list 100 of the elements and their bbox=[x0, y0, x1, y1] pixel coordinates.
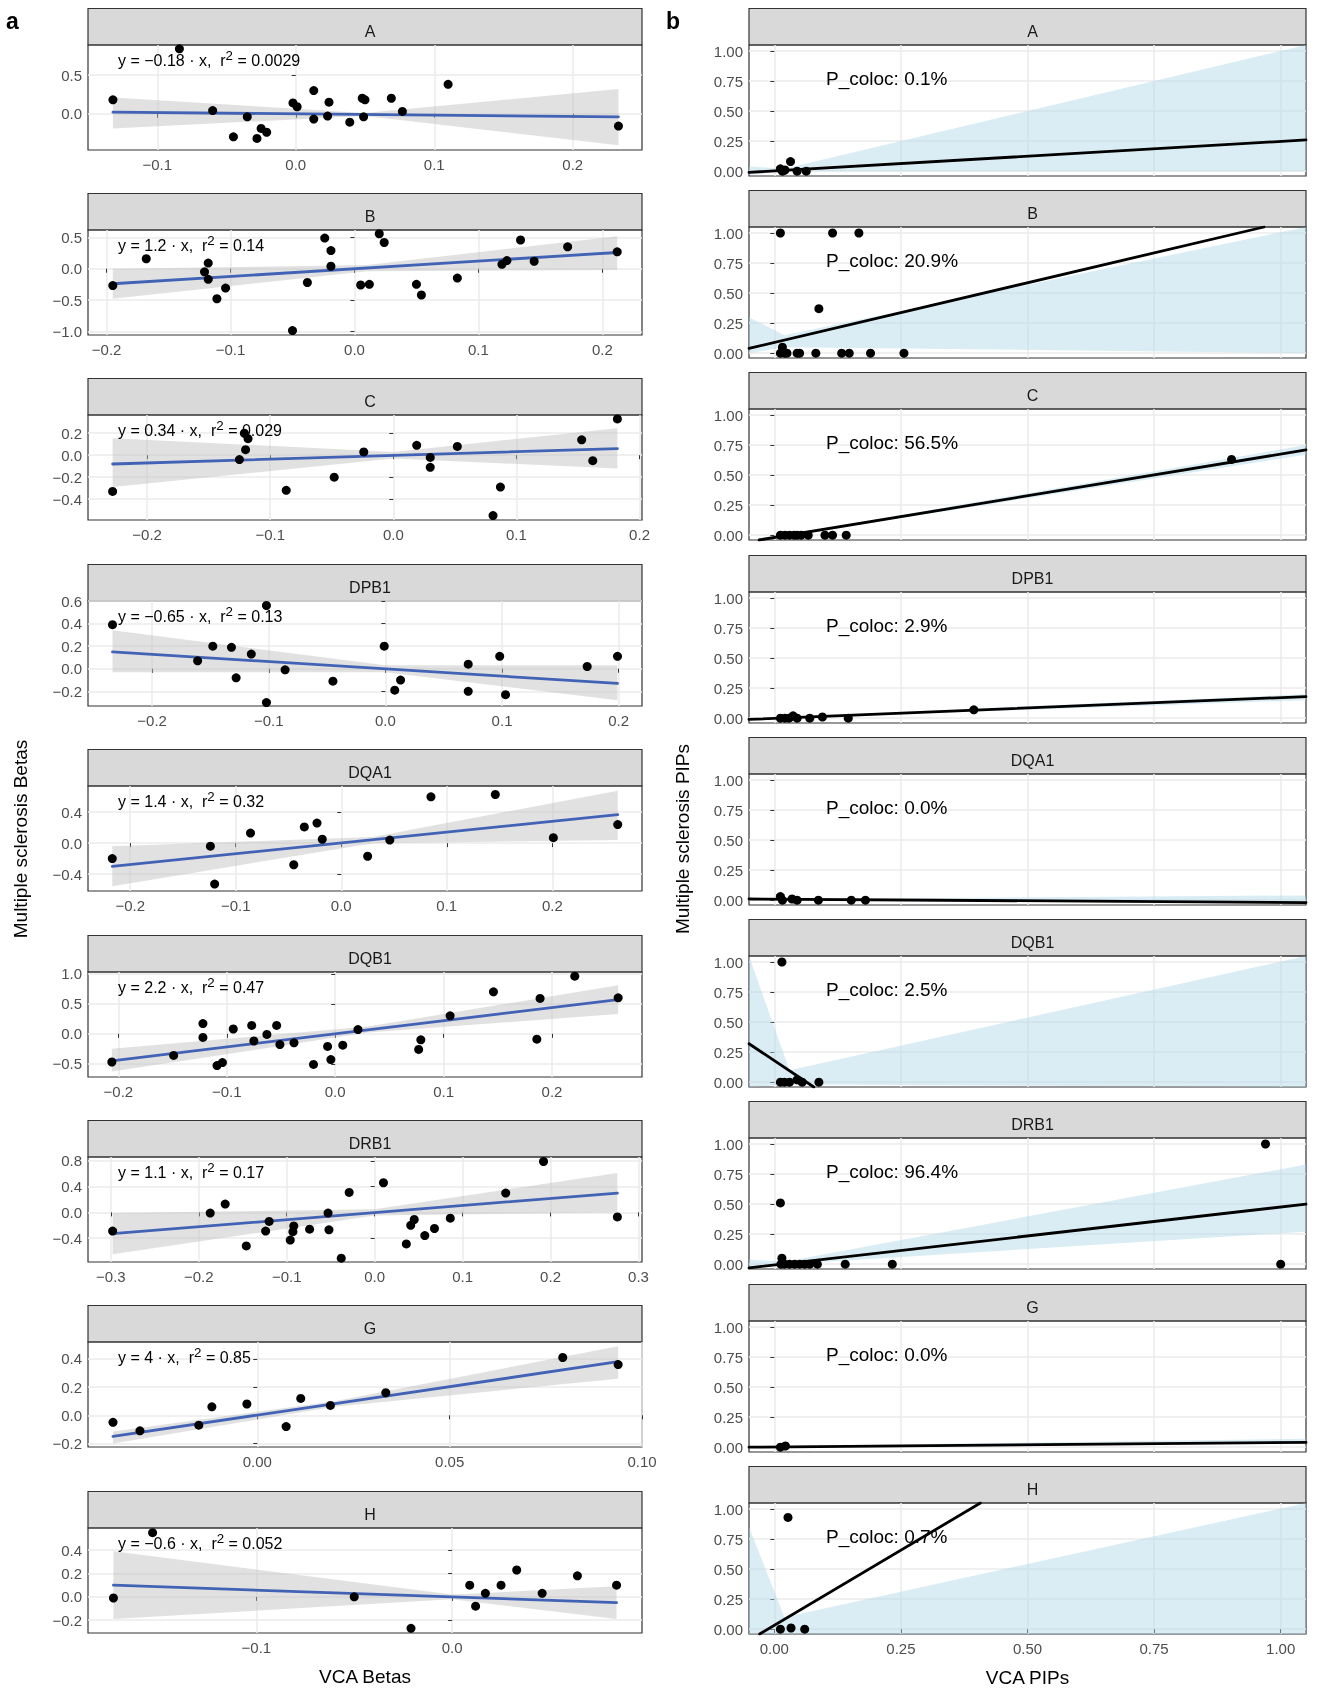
x-tick-label: 0.2 bbox=[562, 155, 584, 173]
x-tick-label: 0.2 bbox=[591, 341, 613, 358]
y-tick-label: 0.50 bbox=[713, 1195, 743, 1213]
y-tick-label: −0.2 bbox=[52, 469, 82, 487]
x-tick-label: −0.2 bbox=[132, 526, 162, 544]
y-tick-label: 0.00 bbox=[713, 1438, 743, 1456]
y-tick-label: 0.75 bbox=[713, 1530, 743, 1548]
chart-title: DQA1 bbox=[348, 763, 392, 781]
annotation: P_coloc: 96.4% bbox=[826, 1161, 959, 1183]
y-tick-label: 1.00 bbox=[713, 1500, 743, 1518]
x-tick-label: 0.2 bbox=[608, 711, 630, 729]
y-tick-label: −0.5 bbox=[52, 1054, 82, 1072]
annotation: P_coloc: 0.0% bbox=[826, 796, 948, 818]
y-tick-label: 0.50 bbox=[713, 1378, 743, 1396]
y-tick-label: 1.00 bbox=[713, 771, 743, 789]
x-tick-label: 0.10 bbox=[627, 1453, 657, 1471]
x-tick-label: 0.0 bbox=[364, 1268, 386, 1285]
y-tick-label: 1.00 bbox=[713, 953, 743, 971]
y-tick-label: 0.4 bbox=[61, 1350, 82, 1368]
chart-title: B bbox=[364, 207, 376, 225]
x-tick-label: 1.00 bbox=[1266, 1640, 1296, 1657]
y-tick-label: 0.50 bbox=[713, 102, 743, 120]
x-tick-label: 0.0 bbox=[324, 1082, 346, 1100]
y-tick-label: 0.0 bbox=[61, 260, 82, 278]
y-tick-label: 0.2 bbox=[61, 425, 82, 443]
chart-title: B bbox=[1027, 204, 1038, 222]
y-tick-label: −0.5 bbox=[52, 291, 82, 309]
y-tick-label: 0.75 bbox=[713, 1348, 743, 1366]
y-tick-label: 1.0 bbox=[61, 964, 82, 982]
x-tick-label: 0.1 bbox=[506, 526, 527, 544]
y-tick-label: −0.4 bbox=[52, 1229, 82, 1247]
chart-title: DPB1 bbox=[349, 578, 391, 596]
text: a bbox=[6, 7, 19, 34]
y-tick-label: 0.6 bbox=[61, 592, 82, 610]
y-tick-label: 0.75 bbox=[713, 1165, 743, 1183]
y-tick-label: 0.50 bbox=[713, 1013, 743, 1031]
y-axis-title: Multiple sclerosis Betas bbox=[9, 739, 31, 938]
y-tick-label: 0.0 bbox=[61, 834, 82, 852]
chart-title: A bbox=[364, 22, 376, 40]
x-tick-label: 0.1 bbox=[436, 897, 458, 915]
y-tick-label: 0.25 bbox=[713, 1226, 743, 1244]
chart-title: H bbox=[364, 1505, 376, 1523]
y-tick-label: 0.00 bbox=[713, 1620, 743, 1638]
x-tick-label: 0.2 bbox=[629, 526, 650, 544]
x-tick-label: −0.1 bbox=[215, 341, 246, 358]
x-tick-label: −0.1 bbox=[241, 1638, 272, 1656]
y-tick-label: −0.2 bbox=[52, 1611, 82, 1629]
chart-title: C bbox=[364, 392, 376, 410]
annotation: y = 4 · x, r$^{2}$ = 0.85 bbox=[118, 1345, 251, 1367]
x-tick-label: −0.1 bbox=[142, 155, 173, 173]
y-axis-title: Multiple sclerosis PIPs bbox=[671, 744, 693, 935]
y-tick-label: 0.0 bbox=[61, 660, 82, 678]
x-tick-label: 0.2 bbox=[541, 897, 563, 915]
y-tick-label: 0.0 bbox=[61, 447, 82, 465]
y-tick-label: 1.00 bbox=[713, 1318, 743, 1336]
y-tick-label: −0.2 bbox=[52, 1435, 82, 1453]
x-tick-label: 0.1 bbox=[491, 711, 513, 729]
x-tick-label: 0.25 bbox=[886, 1640, 916, 1657]
y-tick-label: 0.25 bbox=[713, 132, 743, 150]
x-tick-label: −0.3 bbox=[96, 1268, 126, 1285]
annotation: y = 1.2 · x, r$^{2}$ = 0.14 bbox=[118, 233, 265, 255]
y-tick-label: 0.25 bbox=[713, 1043, 743, 1061]
x-tick-label: −0.2 bbox=[137, 711, 167, 729]
y-tick-label: 0.00 bbox=[713, 1256, 743, 1274]
y-tick-label: 0.75 bbox=[713, 983, 743, 1001]
x-tick-label: 0.1 bbox=[467, 341, 489, 358]
x-tick-label: 0.00 bbox=[759, 1640, 789, 1657]
x-tick-label: 0.0 bbox=[374, 711, 396, 729]
y-tick-label: 0.4 bbox=[61, 614, 82, 632]
x-tick-label: −0.1 bbox=[211, 1082, 242, 1100]
text: b bbox=[666, 7, 681, 34]
x-tick-label: 0.3 bbox=[628, 1268, 649, 1285]
y-tick-label: 0.2 bbox=[61, 1378, 82, 1396]
x-tick-label: 0.75 bbox=[1139, 1640, 1169, 1657]
y-tick-label: 0.0 bbox=[61, 1203, 82, 1221]
y-tick-label: 0.50 bbox=[713, 649, 743, 667]
y-tick-label: 1.00 bbox=[713, 42, 743, 60]
y-tick-label: 0.2 bbox=[61, 637, 82, 655]
chart-title: H bbox=[1026, 1480, 1039, 1498]
y-tick-label: 0.75 bbox=[713, 72, 743, 90]
x-tick-label: −0.1 bbox=[255, 526, 286, 544]
y-tick-label: 0.75 bbox=[713, 254, 743, 272]
y-tick-label: 0.25 bbox=[713, 496, 743, 514]
annotation: y = −0.18 · x, r$^{2}$ = 0.0029 bbox=[118, 47, 301, 69]
x-tick-label: 0.0 bbox=[330, 897, 352, 915]
y-tick-label: 1.00 bbox=[713, 589, 743, 607]
y-tick-label: 0.8 bbox=[61, 1152, 82, 1170]
y-tick-label: 0.5 bbox=[61, 229, 82, 246]
x-tick-label: 0.2 bbox=[541, 1082, 563, 1100]
x-axis-title: VCA PIPs bbox=[985, 1667, 1070, 1688]
annotation: P_coloc: 2.5% bbox=[826, 979, 948, 1001]
y-tick-label: −0.2 bbox=[52, 682, 82, 700]
y-tick-label: 0.25 bbox=[713, 1408, 743, 1426]
x-tick-label: 0.05 bbox=[435, 1453, 465, 1471]
chart-title: DPB1 bbox=[1011, 569, 1054, 586]
y-tick-label: 0.50 bbox=[713, 831, 743, 849]
x-tick-label: 0.1 bbox=[423, 155, 445, 173]
y-tick-label: 0.75 bbox=[713, 436, 743, 454]
annotation: P_coloc: 0.1% bbox=[826, 67, 948, 89]
annotation: P_coloc: 2.9% bbox=[826, 614, 948, 636]
